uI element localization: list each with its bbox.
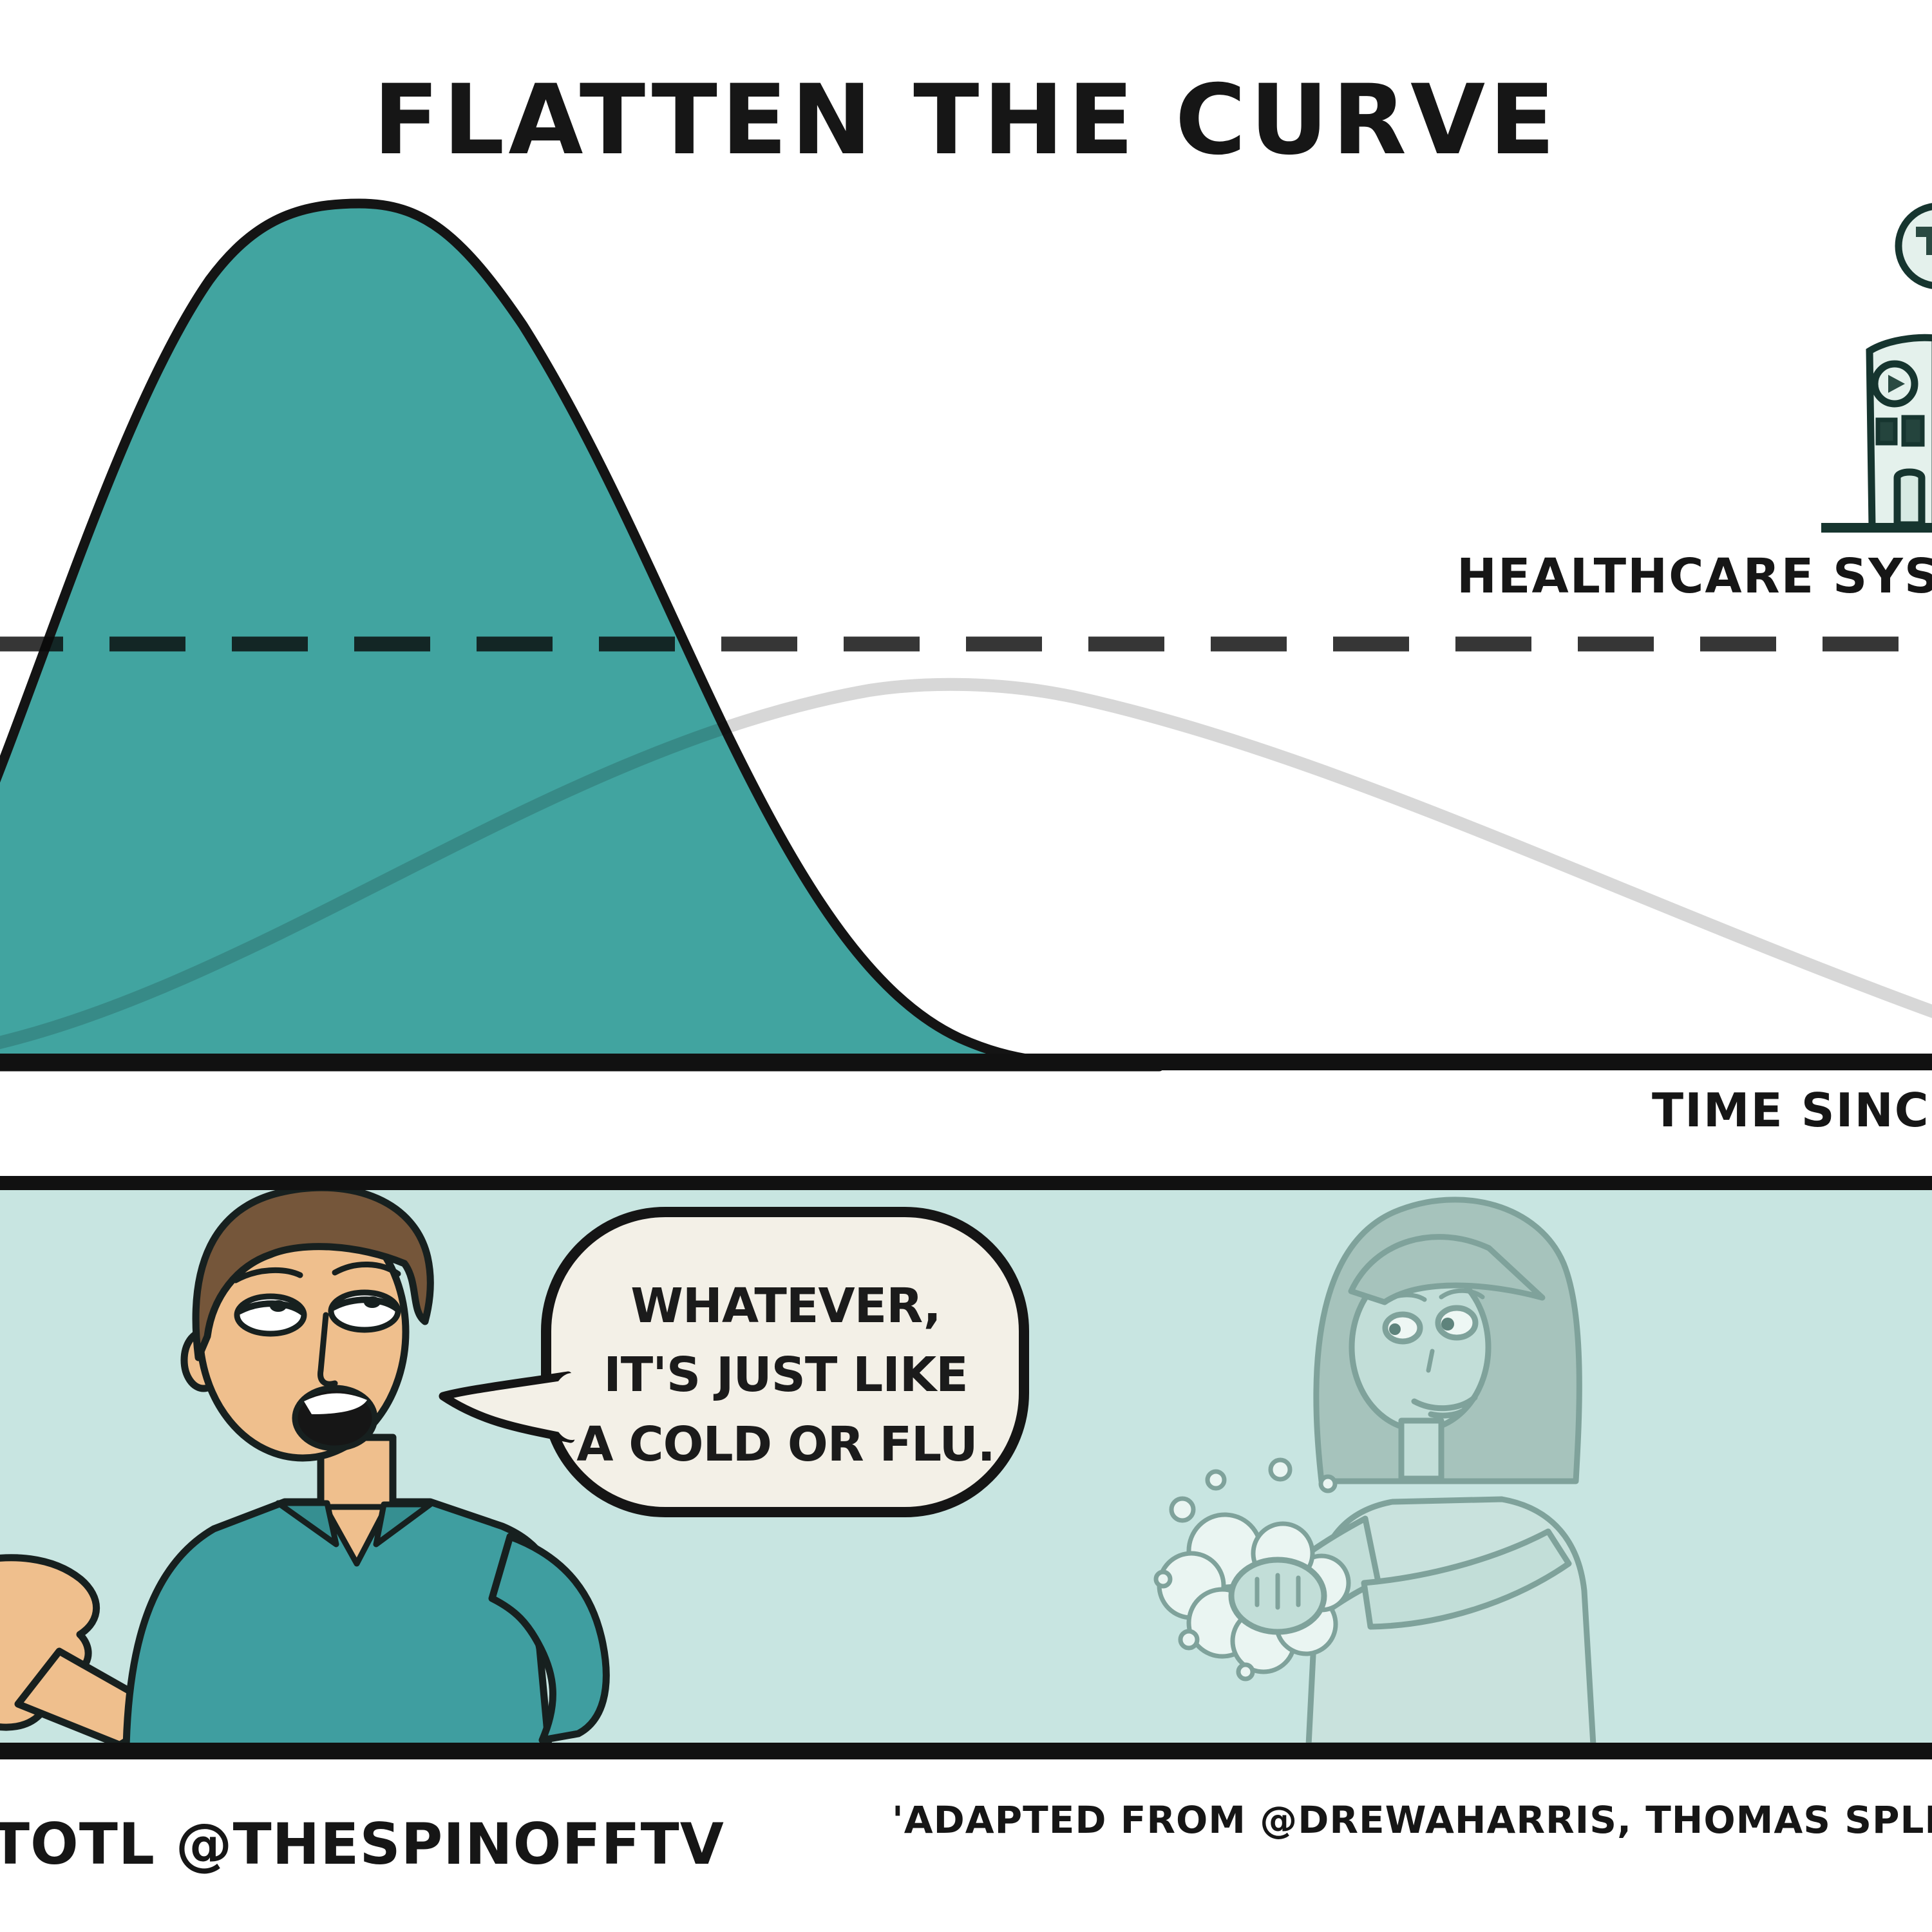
man-collar — [373, 1501, 433, 1548]
flattened-curve — [0, 677, 1932, 1050]
hospital-window — [1875, 417, 1898, 446]
man-teeth — [304, 1393, 367, 1414]
soap-bubble — [1236, 1662, 1255, 1681]
speech-line: IT'S JUST LIKE — [603, 1347, 968, 1403]
time-axis-label: TIME SINCE — [1652, 1083, 1932, 1137]
first-wave-curve — [0, 198, 1164, 1072]
soap-bubble — [1169, 1496, 1196, 1523]
speech-line: WHATEVER, — [630, 1278, 941, 1334]
hospital-door — [1893, 468, 1926, 529]
speech-bubble-body — [541, 1207, 1029, 1517]
woman-mouth — [1411, 1394, 1478, 1419]
man-eyebrow — [232, 1267, 303, 1283]
woman-nose — [1426, 1349, 1435, 1373]
woman-fringe — [1348, 1234, 1546, 1305]
x-axis-line — [0, 1054, 1932, 1070]
hospital-window — [1901, 415, 1925, 447]
hospital-ground-line — [1821, 523, 1932, 533]
panel-top-border — [0, 1176, 1932, 1190]
man-hair — [192, 1190, 434, 1361]
speech-bubble-tail — [439, 1371, 575, 1443]
man-eyebrow — [332, 1261, 401, 1277]
soap-bubble — [1153, 1569, 1173, 1589]
soap-bubble — [1268, 1457, 1293, 1482]
woman-eyebrow — [1381, 1293, 1427, 1305]
man-pupil — [364, 1296, 381, 1308]
woman-eyebrow — [1439, 1288, 1485, 1300]
speech-bubble — [439, 1207, 1029, 1517]
medical-cross — [1916, 227, 1932, 255]
man-pupil — [270, 1300, 287, 1312]
man-raised-hand — [0, 1554, 100, 1731]
speech-bubble-text: WHATEVER, IT'S JUST LIKE A COLD OR FLU. — [560, 1272, 1011, 1479]
man-nose — [317, 1312, 338, 1387]
woman-arm — [1361, 1528, 1572, 1630]
artist-signature: TOTL @THESPINOFFTV — [0, 1811, 724, 1877]
epidemic-chart — [0, 198, 1932, 1072]
woman-knuckles — [1255, 1573, 1301, 1610]
healthcare-capacity-label: HEALTHCARE SYSTE — [1457, 549, 1932, 604]
hospital-sign-arrow — [1888, 375, 1905, 393]
man-character — [0, 1190, 610, 1744]
medical-cross-badge — [1895, 203, 1932, 289]
soap-bubble — [1205, 1469, 1227, 1491]
adapted-from-attribution: 'ADAPTED FROM @DREWAHARRIS, THOMAS SPLET… — [892, 1798, 1932, 1842]
man-akimbo-arm — [488, 1533, 610, 1744]
speech-line: A COLD OR FLU. — [576, 1416, 996, 1472]
soap-bubble — [1318, 1474, 1338, 1493]
soap-bubble — [1178, 1629, 1200, 1651]
hospital-icon — [1821, 203, 1932, 533]
woman-neck — [1398, 1417, 1444, 1482]
page-title: FLATTEN THE CURVE — [373, 64, 1559, 176]
man-chest — [322, 1504, 390, 1567]
woman-pupil — [1389, 1323, 1401, 1335]
man-collar — [275, 1500, 339, 1548]
speech-bubble-tail-seam — [551, 1373, 592, 1440]
panel-bottom-border — [0, 1743, 1932, 1759]
woman-pupil — [1441, 1318, 1454, 1331]
woman-washing-hands — [1153, 1197, 1596, 1744]
